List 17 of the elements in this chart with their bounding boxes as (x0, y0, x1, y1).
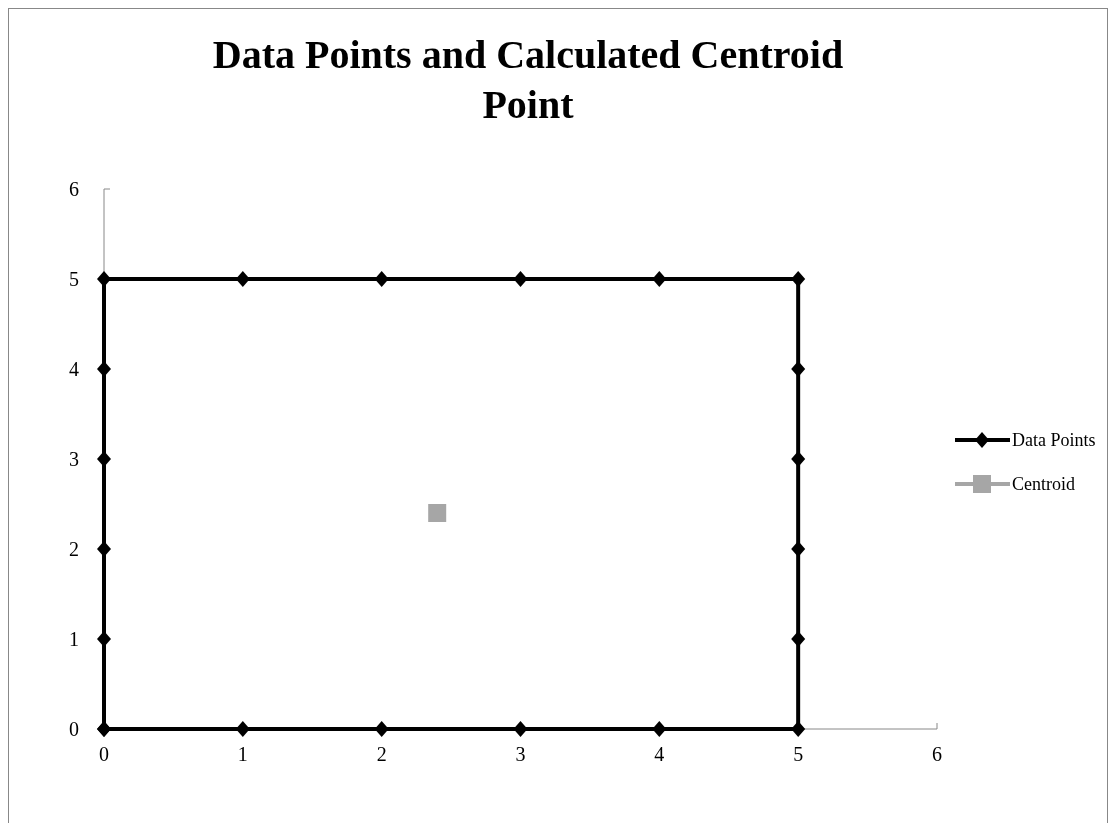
y-tick-label: 5 (69, 268, 79, 290)
x-tick-label: 2 (376, 743, 387, 765)
y-tick-label: 1 (69, 628, 79, 650)
legend-label: Centroid (1012, 474, 1075, 495)
chart-title: Data Points and Calculated Centroid Point (212, 32, 844, 127)
x-tick-label: 0 (99, 743, 109, 765)
x-tick-label: 3 (515, 743, 526, 765)
x-tick-label: 5 (793, 743, 804, 765)
y-tick-label: 3 (69, 448, 79, 470)
y-tick-label: 4 (69, 358, 79, 380)
x-tick-label: 6 (932, 743, 942, 765)
y-tick-label: 2 (69, 538, 79, 560)
y-tick-label: 6 (69, 178, 79, 200)
x-tick-label: 4 (654, 743, 665, 765)
x-tick-label: 1 (237, 743, 248, 765)
y-tick-label: 0 (69, 718, 79, 740)
legend-label: Data Points (1012, 430, 1096, 451)
